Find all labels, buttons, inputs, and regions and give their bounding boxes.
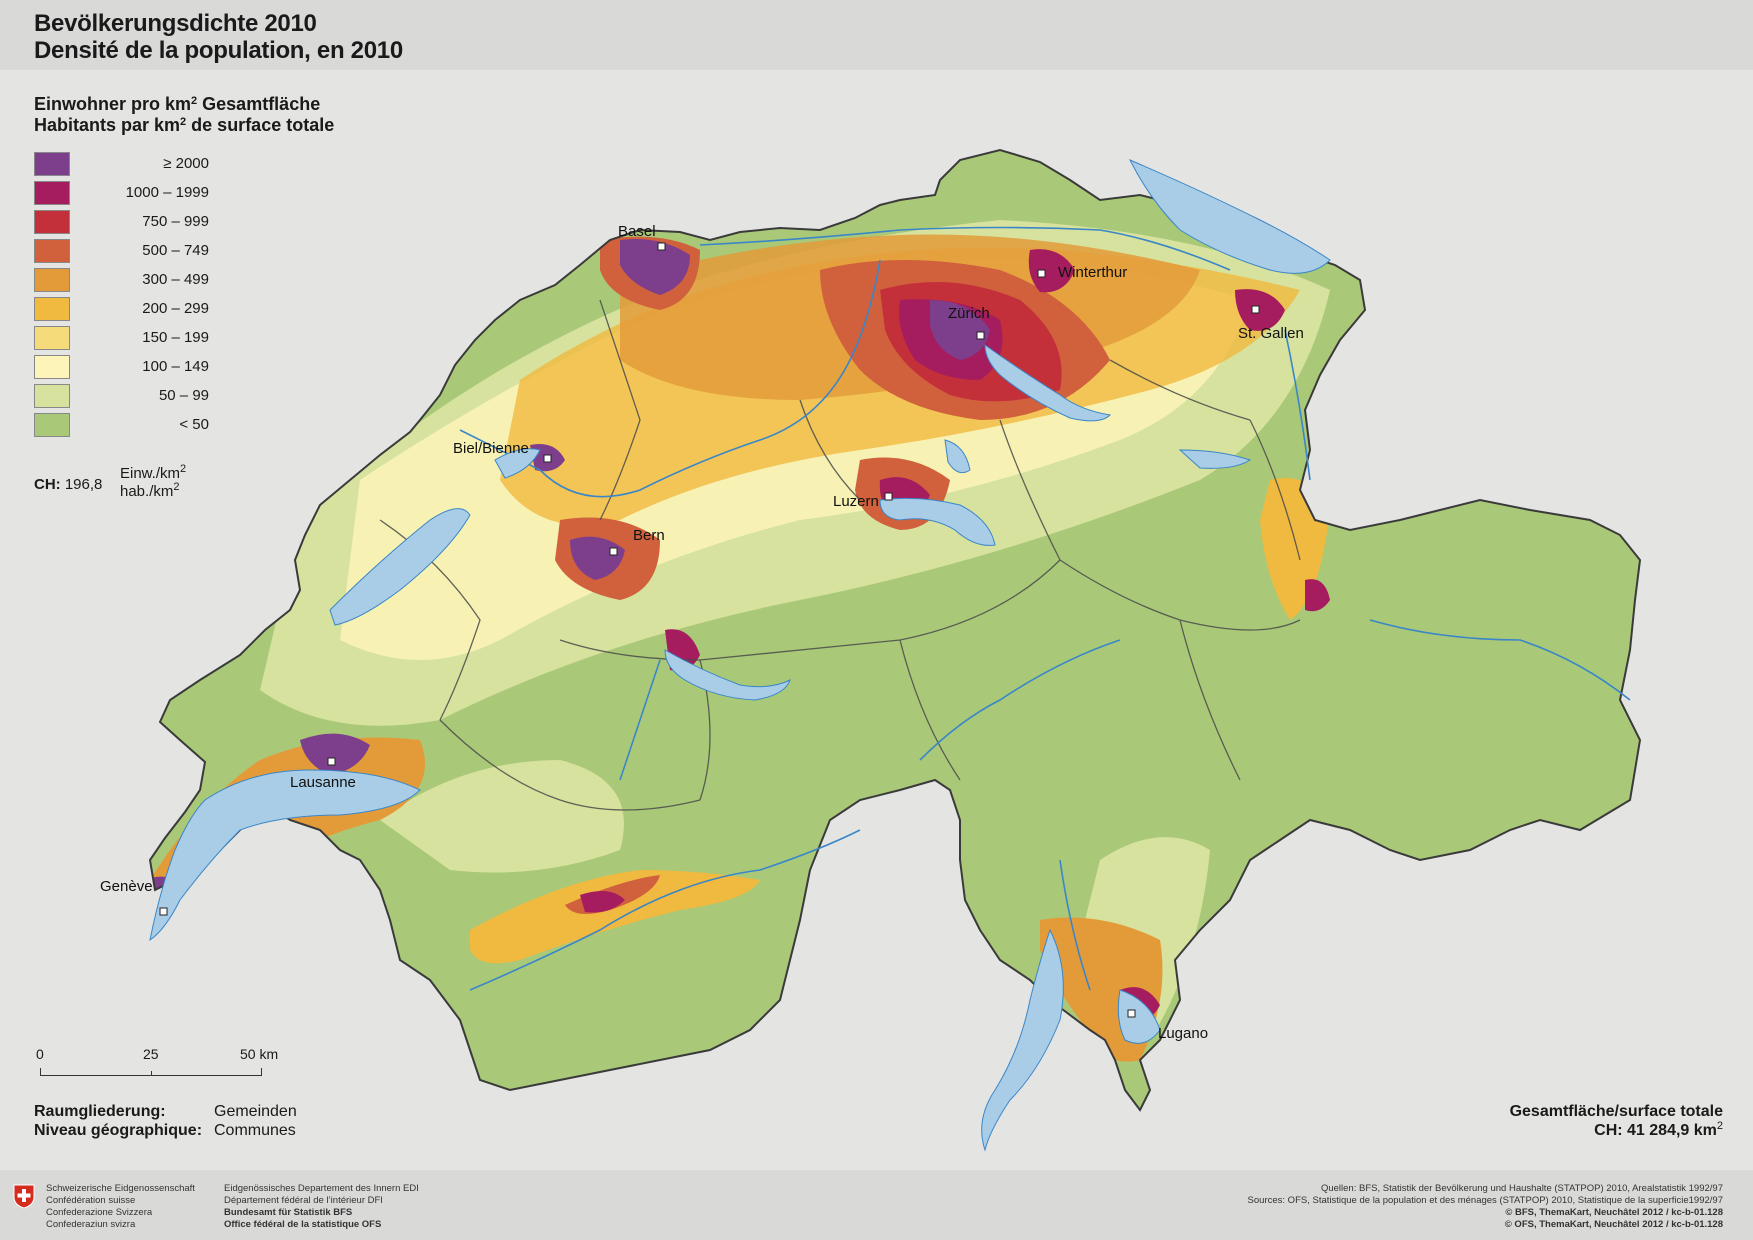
lake-constance — [1128, 159, 1331, 274]
legend-title-fr: Habitants par km2 de surface totale — [34, 115, 335, 135]
legend-label: < 50 — [179, 416, 209, 433]
density-zone-yellow — [470, 870, 760, 964]
city-marker-luzern — [884, 492, 893, 501]
map-title-de: Bevölkerungsdichte 2010 — [34, 10, 317, 37]
legend-label: 50 – 99 — [158, 387, 209, 404]
legend-swatch — [34, 152, 70, 176]
city-label-bern: Bern — [633, 527, 665, 544]
scale-bar — [40, 1068, 262, 1076]
legend-label: 150 – 199 — [142, 329, 209, 346]
total-area-value: CH: 41 284,9 km2 — [1594, 1120, 1723, 1140]
lake-walensee — [1178, 449, 1252, 469]
legend-label: ≥ 2000 — [163, 155, 209, 172]
department-names: Eidgenössisches Departement des Innern E… — [224, 1183, 419, 1230]
legend-swatch — [34, 355, 70, 379]
city-label-stgallen: St. Gallen — [1238, 325, 1304, 342]
footer-band — [0, 1170, 1753, 1240]
lake-geneva — [149, 769, 421, 942]
legend-row: 750 – 999 — [34, 210, 254, 236]
total-area-label: Gesamtfläche/surface totale — [1509, 1103, 1723, 1120]
city-label-biel: Biel/Bienne — [453, 440, 529, 457]
legend-row: 200 – 299 — [34, 297, 254, 323]
density-core-magenta — [580, 891, 625, 913]
legend-label: 750 – 999 — [142, 213, 209, 230]
lake-zug — [944, 439, 971, 474]
canton-borders — [379, 299, 1301, 811]
legend-label: 500 – 749 — [142, 242, 209, 259]
swiss-crest-icon — [13, 1184, 35, 1209]
legend-row: 150 – 199 — [34, 326, 254, 352]
density-core-purple — [300, 733, 370, 775]
city-label-winterthur: Winterthur — [1058, 264, 1127, 281]
legend-row: 50 – 99 — [34, 384, 254, 410]
city-label-basel: Basel — [618, 223, 656, 240]
city-label-lugano: Lugano — [1158, 1025, 1208, 1042]
lake-lucerne — [879, 497, 996, 546]
density-core-purple — [620, 239, 690, 295]
city-label-zurich: Zürich — [948, 305, 990, 322]
legend-swatch — [34, 413, 70, 437]
ch-average: CH: 196,8 — [34, 476, 103, 493]
city-marker-winterthur — [1037, 269, 1046, 278]
city-marker-biel — [543, 454, 552, 463]
legend-label: 200 – 299 — [142, 300, 209, 317]
geo-level-fr: Niveau géographique: Communes — [34, 1122, 296, 1139]
rivers — [459, 226, 1631, 991]
city-marker-basel — [657, 242, 666, 251]
city-marker-geneve — [159, 907, 168, 916]
lake-thun — [664, 649, 791, 701]
legend-swatch — [34, 210, 70, 234]
legend-swatch — [34, 326, 70, 350]
city-label-lausanne: Lausanne — [290, 774, 356, 791]
density-zone-light-green — [380, 760, 624, 873]
legend-label: 1000 – 1999 — [125, 184, 209, 201]
city-label-luzern: Luzern — [833, 493, 879, 510]
lakes — [149, 159, 1331, 1152]
density-core-magenta — [1028, 249, 1075, 293]
legend-swatch — [34, 239, 70, 263]
scale-label-25: 25 — [143, 1046, 159, 1062]
city-marker-lausanne — [327, 757, 336, 766]
geo-level-de: Raumgliederung: Gemeinden — [34, 1103, 297, 1120]
density-layer — [150, 220, 1330, 1062]
city-marker-bern — [609, 547, 618, 556]
legend-swatch — [34, 297, 70, 321]
header-band — [0, 0, 1753, 70]
legend-row: < 50 — [34, 413, 254, 439]
density-core-purple — [930, 300, 990, 360]
lake-zurich — [984, 344, 1112, 422]
city-marker-zurich — [976, 331, 985, 340]
legend-swatch — [34, 384, 70, 408]
lake-lugano — [1117, 989, 1161, 1044]
lake-neuchatel — [329, 508, 471, 626]
legend-row: 300 – 499 — [34, 268, 254, 294]
legend-title-de: Einwohner pro km2 Gesamtfläche — [34, 94, 321, 114]
ch-average-unit: Einw./km2 hab./km2 — [120, 463, 187, 501]
density-core-magenta — [1305, 579, 1330, 612]
legend-row: 1000 – 1999 — [34, 181, 254, 207]
map-title-fr: Densité de la population, en 2010 — [34, 37, 403, 64]
city-marker-lugano — [1127, 1009, 1136, 1018]
lake-biel — [494, 448, 541, 479]
legend-row: ≥ 2000 — [34, 152, 254, 178]
lake-maggiore — [981, 928, 1064, 1152]
legend-swatch — [34, 268, 70, 292]
scale-label-50: 50 km — [240, 1046, 279, 1062]
density-core-magenta — [1235, 289, 1285, 331]
scale-label-0: 0 — [36, 1046, 44, 1062]
legend-swatch — [34, 181, 70, 205]
legend-label: 100 – 149 — [142, 358, 209, 375]
federation-names: Schweizerische Eidgenossenschaft Confédé… — [46, 1183, 195, 1230]
legend-label: 300 – 499 — [142, 271, 209, 288]
legend-row: 100 – 149 — [34, 355, 254, 381]
legend-row: 500 – 749 — [34, 239, 254, 265]
city-marker-stgallen — [1251, 305, 1260, 314]
city-label-geneve: Genève — [100, 878, 153, 895]
city-markers: Basel Zürich Winterthur St. Gallen Biel/… — [100, 223, 1304, 1042]
sources: Quellen: BFS, Statistik der Bevölkerung … — [1247, 1183, 1723, 1230]
